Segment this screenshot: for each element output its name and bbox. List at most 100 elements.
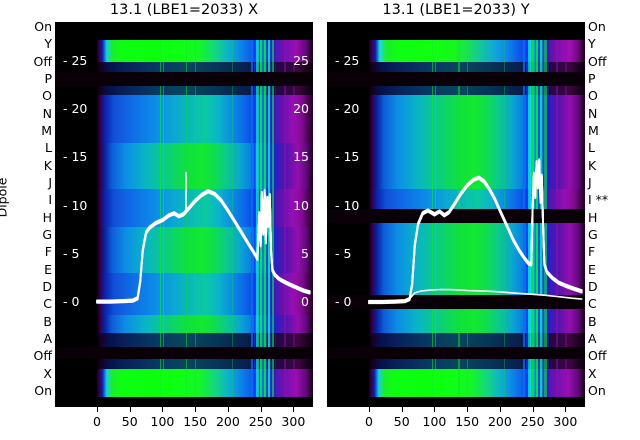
heatmap-vertical-streak bbox=[544, 86, 547, 95]
heatmap-vertical-streak bbox=[265, 121, 268, 143]
heatmap-vertical-streak bbox=[186, 359, 188, 369]
heatmap-vertical-streak bbox=[272, 209, 275, 227]
heatmap-vertical-streak bbox=[503, 309, 506, 333]
heatmap-vertical-streak bbox=[231, 40, 233, 62]
heatmap-vertical-streak bbox=[537, 62, 540, 72]
heatmap-vertical-streak bbox=[231, 121, 233, 143]
dipole-tick-label: On bbox=[34, 383, 52, 398]
heatmap-vertical-streak bbox=[541, 309, 544, 333]
heatmap-vertical-streak bbox=[267, 295, 271, 315]
heatmap-vertical-streak bbox=[531, 333, 535, 347]
dipole-tick-label: Off bbox=[33, 53, 52, 69]
heatmap-vertical-streak bbox=[431, 86, 434, 95]
heatmap-vertical-streak bbox=[284, 359, 286, 369]
heatmap-vertical-streak bbox=[254, 167, 256, 189]
heatmap-vertical-streak bbox=[275, 295, 277, 315]
heatmap-vertical-streak bbox=[530, 95, 532, 121]
heatmap-vertical-streak bbox=[259, 167, 263, 189]
heatmap-vertical-streak bbox=[544, 369, 547, 397]
heatmap-vertical-streak bbox=[435, 249, 437, 273]
heatmap-vertical-streak bbox=[186, 143, 188, 167]
heatmap-vertical-streak bbox=[256, 62, 259, 72]
heatmap-vertical-streak bbox=[275, 143, 277, 167]
heatmap-vertical-streak bbox=[526, 40, 528, 62]
heatmap-vertical-streak bbox=[526, 86, 528, 95]
heatmap-vertical-streak bbox=[523, 62, 526, 72]
spectrogram-panel-y[interactable]: - 25 - 20 - 15 - 10 - 5 - 0 bbox=[327, 22, 585, 407]
heatmap-vertical-streak bbox=[251, 295, 254, 315]
heatmap-vertical-streak bbox=[537, 359, 540, 369]
heatmap-vertical-streak bbox=[466, 62, 468, 72]
heatmap-vertical-streak bbox=[547, 189, 549, 209]
heatmap-vertical-streak bbox=[528, 223, 531, 249]
heatmap-vertical-streak bbox=[231, 359, 233, 369]
heatmap-vertical-streak bbox=[503, 121, 506, 143]
heatmap-vertical-streak bbox=[541, 121, 544, 143]
heatmap-vertical-streak bbox=[231, 167, 233, 189]
heatmap-vertical-streak bbox=[254, 40, 256, 62]
heatmap-vertical-streak bbox=[523, 86, 526, 95]
heatmap-vertical-streak bbox=[163, 295, 165, 315]
heatmap-vertical-streak bbox=[531, 86, 535, 95]
heatmap-vertical-streak bbox=[263, 315, 266, 333]
heatmap-vertical-streak bbox=[435, 40, 437, 62]
heatmap-vertical-streak bbox=[269, 95, 272, 121]
dipole-tick-label: On bbox=[588, 383, 606, 398]
heatmap-vertical-streak bbox=[458, 333, 460, 347]
heatmap-vertical-streak bbox=[256, 249, 259, 273]
inner-y-tick-label: - 15 bbox=[335, 149, 360, 165]
x-tick-mark bbox=[129, 407, 131, 412]
heatmap-vertical-streak bbox=[547, 309, 549, 333]
inner-y-tick-label: 20 bbox=[293, 101, 309, 117]
heatmap-vertical-streak bbox=[431, 40, 434, 62]
heatmap-vertical-streak bbox=[533, 249, 536, 273]
heatmap-vertical-streak bbox=[556, 369, 558, 397]
heatmap-vertical-streak bbox=[194, 369, 196, 397]
x-tick-label: 200 bbox=[215, 414, 240, 429]
heatmap-vertical-streak bbox=[272, 167, 275, 189]
dipole-tick-label: P bbox=[44, 71, 52, 86]
heatmap-vertical-streak bbox=[458, 167, 460, 189]
heatmap-vertical-streak bbox=[528, 95, 531, 121]
heatmap-vertical-streak bbox=[256, 143, 259, 167]
heatmap-vertical-streak bbox=[265, 95, 268, 121]
heatmap-vertical-streak bbox=[258, 62, 260, 72]
heatmap-vertical-streak bbox=[547, 62, 549, 72]
dipole-tick-label: L bbox=[588, 140, 595, 156]
heatmap-vertical-streak bbox=[163, 369, 165, 397]
heatmap-vertical-streak bbox=[275, 121, 277, 143]
heatmap-vertical-streak bbox=[254, 249, 256, 273]
heatmap-vertical-streak bbox=[231, 369, 233, 397]
heatmap-vertical-streak bbox=[254, 121, 256, 143]
heatmap-vertical-streak bbox=[258, 249, 260, 273]
heatmap-vertical-streak bbox=[269, 315, 272, 333]
heatmap-vertical-streak bbox=[539, 40, 543, 62]
heatmap-vertical-streak bbox=[194, 95, 196, 121]
heatmap-vertical-streak bbox=[547, 249, 549, 273]
spectrogram-panel-x[interactable]: - 25 - 20 - 15 - 10 - 5 - 0 25 20 15 10 5 0 bbox=[55, 22, 313, 407]
heatmap-vertical-streak bbox=[530, 309, 532, 333]
heatmap-vertical-streak bbox=[284, 86, 286, 95]
heatmap-vertical-streak bbox=[258, 189, 260, 209]
heatmap-vertical-streak bbox=[523, 121, 526, 143]
heatmap-vertical-streak bbox=[267, 95, 271, 121]
heatmap-vertical-streak bbox=[265, 62, 268, 72]
heatmap-vertical-streak bbox=[263, 249, 266, 273]
inner-y-tick-label: 25 bbox=[293, 53, 309, 68]
heatmap-vertical-streak bbox=[528, 189, 531, 209]
heatmap-vertical-streak bbox=[544, 143, 547, 167]
heatmap-vertical-streak bbox=[259, 249, 263, 273]
x-tick-label: 250 bbox=[248, 414, 273, 429]
heatmap-vertical-streak bbox=[159, 143, 162, 167]
heatmap-vertical-streak bbox=[547, 273, 549, 295]
heatmap-vertical-streak bbox=[528, 143, 531, 167]
heatmap-vertical-streak bbox=[251, 143, 254, 167]
heatmap-row bbox=[369, 86, 585, 95]
heatmap-vertical-streak bbox=[539, 86, 543, 95]
x-tick-mark bbox=[369, 407, 370, 412]
heatmap-row bbox=[369, 369, 585, 397]
heatmap-vertical-streak bbox=[503, 40, 506, 62]
heatmap-vertical-streak bbox=[541, 333, 544, 347]
heatmap-vertical-streak bbox=[533, 62, 536, 72]
trace-line bbox=[368, 159, 583, 304]
